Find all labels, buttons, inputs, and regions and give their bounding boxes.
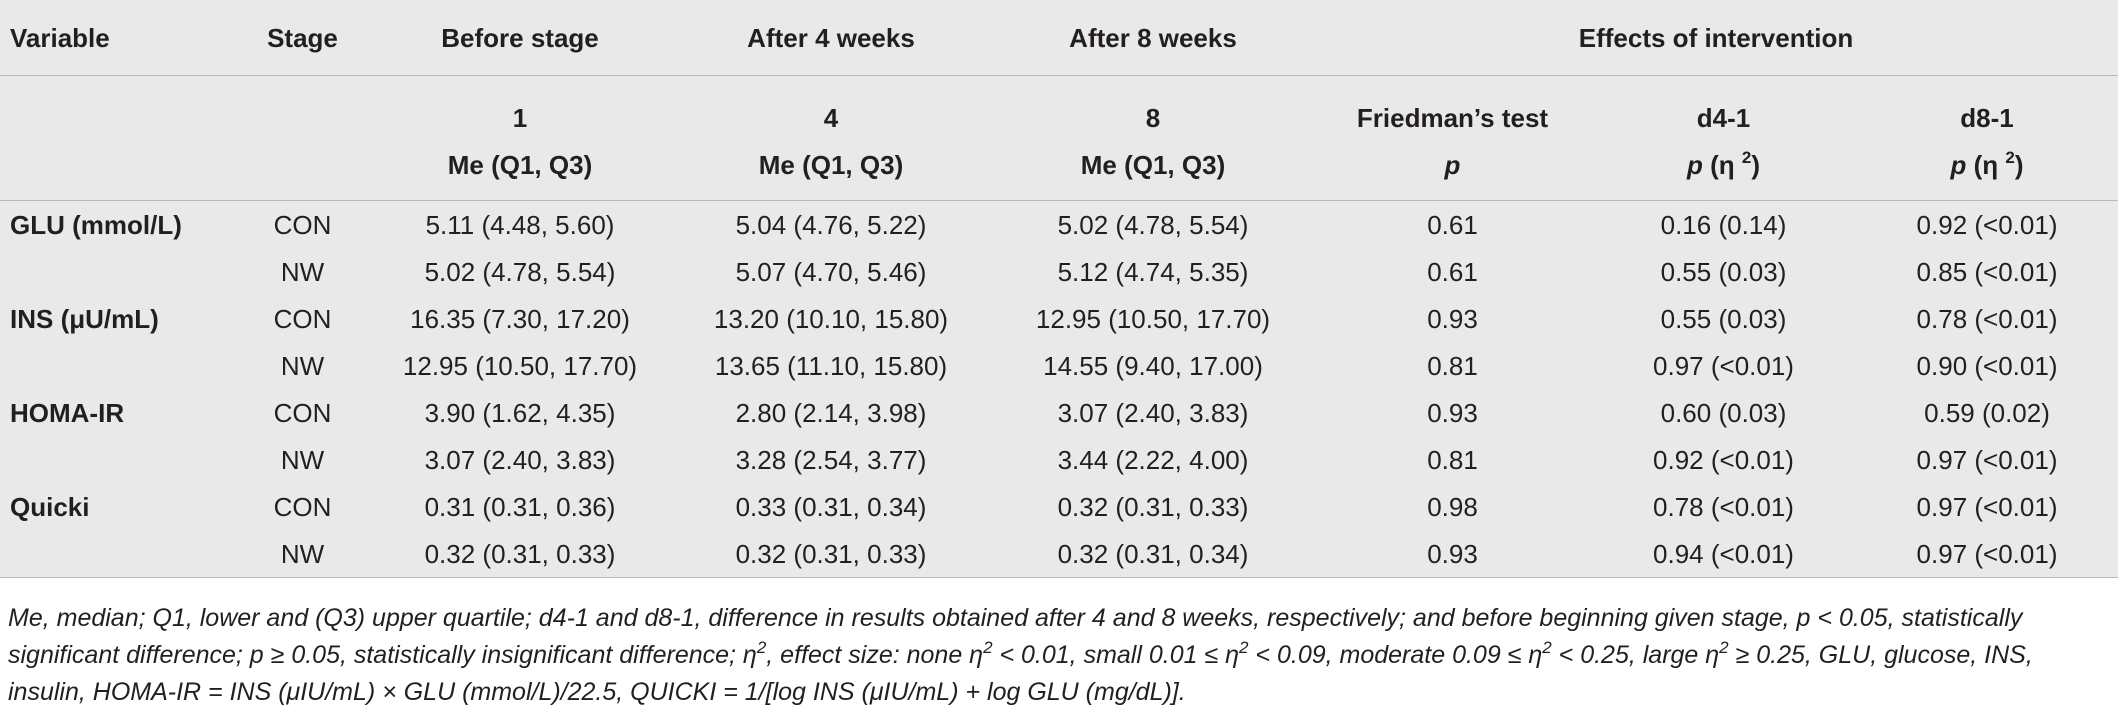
row-friedman: 0.93	[1314, 530, 1591, 578]
sub-d41: d4-1	[1696, 103, 1751, 133]
row-after8: 3.07 (2.40, 3.83)	[1057, 397, 1249, 428]
col-before: Before stage	[370, 0, 670, 76]
table-row: GLU (mmol/L) CON 5.11 (4.48, 5.60) 5.04 …	[0, 201, 2118, 249]
row-after4: 5.07 (4.70, 5.46)	[735, 256, 927, 287]
row-d41: 0.92 (<0.01)	[1653, 444, 1794, 475]
sub-week8: 8	[1145, 103, 1161, 133]
p-eta-label-d81: p (η 2)	[1856, 136, 2118, 201]
row-stage: CON	[273, 397, 332, 428]
row-variable	[0, 530, 235, 578]
row-before: 12.95 (10.50, 17.70)	[402, 350, 638, 381]
table-footnote: Me, median; Q1, lower and (Q3) upper qua…	[8, 604, 2033, 706]
row-after8: 14.55 (9.40, 17.00)	[1043, 350, 1263, 381]
row-variable: INS (μU/mL)	[10, 303, 159, 334]
row-stage: NW	[280, 350, 325, 381]
row-stage: CON	[273, 303, 332, 334]
row-variable: Quicki	[10, 491, 90, 522]
p-label-friedman: p	[1314, 136, 1591, 201]
row-stage: CON	[273, 491, 332, 522]
row-friedman: 0.61	[1427, 256, 1478, 287]
table-row: NW 5.02 (4.78, 5.54) 5.07 (4.70, 5.46) 5…	[0, 248, 2118, 295]
col-after4: After 4 weeks	[670, 0, 992, 76]
stat-label-after4: Me (Q1, Q3)	[670, 136, 992, 201]
row-variable	[0, 436, 235, 483]
results-table: Variable Stage Before stage After 4 week…	[0, 0, 2118, 578]
row-after4: 0.32 (0.31, 0.33)	[670, 530, 992, 578]
row-before: 3.90 (1.62, 4.35)	[424, 397, 616, 428]
row-after4: 0.33 (0.31, 0.34)	[735, 491, 927, 522]
row-stage: NW	[280, 256, 325, 287]
row-d81: 0.92 (<0.01)	[1916, 209, 2058, 240]
row-after8: 0.32 (0.31, 0.33)	[1057, 491, 1249, 522]
row-after8: 5.12 (4.74, 5.35)	[1057, 256, 1249, 287]
row-d81: 0.59 (0.02)	[1924, 397, 2050, 428]
col-after8: After 8 weeks	[992, 0, 1314, 76]
row-friedman: 0.98	[1427, 491, 1478, 522]
table-row: Quicki CON 0.31 (0.31, 0.36) 0.33 (0.31,…	[0, 483, 2118, 530]
row-before: 5.02 (4.78, 5.54)	[424, 256, 616, 287]
row-stage: CON	[273, 209, 332, 240]
row-d81: 0.90 (<0.01)	[1916, 350, 2058, 381]
row-stage: NW	[280, 444, 325, 475]
row-after8: 5.02 (4.78, 5.54)	[1057, 209, 1249, 240]
row-before: 16.35 (7.30, 17.20)	[410, 303, 630, 334]
row-after4: 5.04 (4.76, 5.22)	[735, 209, 927, 240]
row-d41: 0.60 (0.03)	[1660, 397, 1787, 428]
row-d81: 0.97 (<0.01)	[1916, 491, 2058, 522]
table-row: HOMA-IR CON 3.90 (1.62, 4.35) 2.80 (2.14…	[0, 389, 2118, 436]
row-before: 5.11 (4.48, 5.60)	[425, 209, 615, 240]
row-before: 0.31 (0.31, 0.36)	[424, 491, 616, 522]
row-after8: 0.32 (0.31, 0.34)	[992, 530, 1314, 578]
row-before: 3.07 (2.40, 3.83)	[424, 444, 616, 475]
row-friedman: 0.93	[1427, 303, 1478, 334]
table-row: NW 12.95 (10.50, 17.70) 13.65 (11.10, 15…	[0, 342, 2118, 389]
subheader-row-1: 1 4 8 Friedman’s test d4-1 d8-1	[0, 76, 2118, 137]
row-variable	[0, 342, 235, 389]
header-row: Variable Stage Before stage After 4 week…	[0, 0, 2118, 76]
row-friedman: 0.61	[1427, 209, 1478, 240]
row-after4: 3.28 (2.54, 3.77)	[735, 444, 927, 475]
row-stage: NW	[235, 530, 370, 578]
row-friedman: 0.81	[1427, 444, 1478, 475]
row-variable	[0, 248, 235, 295]
row-after8: 12.95 (10.50, 17.70)	[1035, 303, 1271, 334]
p-eta-label-d41: p (η 2)	[1591, 136, 1856, 201]
subheader-row-2: Me (Q1, Q3) Me (Q1, Q3) Me (Q1, Q3) p p …	[0, 136, 2118, 201]
row-friedman: 0.81	[1427, 350, 1478, 381]
row-d41: 0.55 (0.03)	[1660, 256, 1787, 287]
row-friedman: 0.93	[1427, 397, 1478, 428]
sub-d81: d8-1	[1960, 103, 2014, 133]
table-row: INS (μU/mL) CON 16.35 (7.30, 17.20) 13.2…	[0, 295, 2118, 342]
row-after4: 2.80 (2.14, 3.98)	[735, 397, 927, 428]
row-after8: 3.44 (2.22, 4.00)	[1057, 444, 1249, 475]
row-d41: 0.78 (<0.01)	[1653, 491, 1794, 522]
row-d41: 0.16 (0.14)	[1660, 209, 1787, 240]
sub-week1: 1	[512, 103, 528, 133]
row-d41: 0.55 (0.03)	[1660, 303, 1787, 334]
row-d81: 0.97 (<0.01)	[1916, 444, 2058, 475]
row-variable: HOMA-IR	[10, 397, 125, 428]
row-before: 0.32 (0.31, 0.33)	[370, 530, 670, 578]
row-d81: 0.85 (<0.01)	[1916, 256, 2058, 287]
row-after4: 13.65 (11.10, 15.80)	[714, 350, 948, 381]
col-stage: Stage	[235, 0, 370, 76]
row-d81: 0.78 (<0.01)	[1916, 303, 2058, 334]
row-after4: 13.20 (10.10, 15.80)	[713, 303, 949, 334]
table-row: NW 3.07 (2.40, 3.83) 3.28 (2.54, 3.77) 3…	[0, 436, 2118, 483]
row-variable: GLU (mmol/L)	[10, 209, 182, 240]
stat-label-before: Me (Q1, Q3)	[370, 136, 670, 201]
sub-friedman: Friedman’s test	[1356, 103, 1549, 133]
col-effects: Effects of intervention	[1314, 0, 2118, 76]
sub-week4: 4	[823, 103, 839, 133]
stat-label-after8: Me (Q1, Q3)	[992, 136, 1314, 201]
row-d41: 0.94 (<0.01)	[1591, 530, 1856, 578]
row-d81: 0.97 (<0.01)	[1856, 530, 2118, 578]
data-table-block: Variable Stage Before stage After 4 week…	[0, 0, 2118, 578]
table-row: NW 0.32 (0.31, 0.33) 0.32 (0.31, 0.33) 0…	[0, 530, 2118, 578]
col-variable: Variable	[0, 0, 235, 76]
row-d41: 0.97 (<0.01)	[1653, 350, 1794, 381]
